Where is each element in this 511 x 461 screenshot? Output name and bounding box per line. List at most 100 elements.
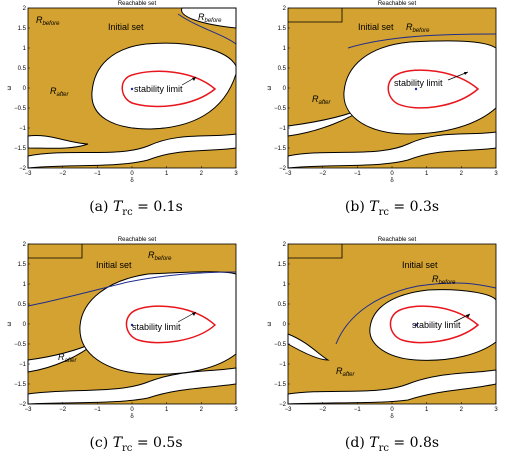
arrowhead (464, 72, 468, 75)
x-tick-label: 2 (200, 171, 204, 177)
plot-c: Reachable set Initial set Rbefore Rafter… (7, 237, 238, 420)
white-region (343, 40, 497, 135)
y-tick-label: −1 (19, 126, 27, 132)
x-tick-label: −3 (25, 407, 33, 413)
white-region (287, 333, 330, 361)
y-tick-label: 2 (283, 242, 287, 248)
stability-limit-label: stability limit (394, 78, 443, 88)
x-tick-label: −2 (59, 171, 67, 177)
y-tick-label: 1.5 (18, 262, 27, 268)
arrowhead (192, 312, 196, 316)
y-tick-label: −2 (19, 166, 27, 172)
y-tick-label: 1 (283, 282, 287, 288)
caption-c: (c) Trc = 0.5s (16, 435, 256, 454)
y-tick-label: −0.5 (14, 106, 27, 112)
stability-limit (121, 70, 217, 108)
caption-a: (a) Trc = 0.1s (16, 199, 256, 218)
arrowhead (192, 77, 196, 81)
initial-set-box (28, 244, 83, 259)
arrowhead (466, 314, 470, 318)
x-axis-label: δ (390, 414, 394, 420)
y-tick-label: 1 (23, 46, 27, 52)
y-tick-label: 0 (283, 322, 287, 328)
origin-marker (130, 87, 134, 91)
x-tick-label: 3 (494, 171, 498, 177)
stability-limit (387, 69, 480, 109)
caption-prefix: (b) (344, 199, 370, 215)
x-tick-label: 2 (460, 407, 464, 413)
stability-limit-label: stability limit (132, 322, 181, 332)
caption-sub: rc (122, 206, 133, 218)
r-before-label: Rbefore (36, 15, 60, 27)
caption-value: = 0.5s (132, 435, 183, 451)
y-tick-label: 0.5 (18, 66, 27, 72)
origin-marker (130, 323, 134, 327)
r-after-label: Rafter (336, 366, 356, 378)
panel-d: Reachable set Initial set Rbefore Rafter… (267, 236, 511, 420)
plot-b: Reachable set Initial set Rbefore Rafter… (267, 1, 498, 184)
y-axis-label: ω (7, 321, 13, 326)
caption-value: = 0.3s (388, 199, 440, 215)
x-tick-label: −1 (354, 171, 362, 177)
y-tick-label: 0.5 (18, 302, 27, 308)
x-tick-label: 2 (200, 407, 204, 413)
r-before-label: Rbefore (198, 12, 222, 24)
x-tick-label: −3 (25, 171, 33, 177)
y-tick-label: −1.5 (274, 382, 287, 388)
x-tick-label: 0 (130, 171, 134, 177)
panel-b: Reachable set Initial set Rbefore Rafter… (267, 0, 511, 184)
x-tick-label: 1 (425, 407, 429, 413)
x-tick-label: −2 (59, 407, 67, 413)
white-region (91, 42, 237, 130)
reach-curve (347, 33, 497, 49)
x-tick-label: 0 (130, 407, 134, 413)
y-tick-label: −1.5 (274, 146, 287, 152)
y-tick-label: 1.5 (18, 26, 27, 32)
stability-limit-label: stability limit (134, 84, 183, 94)
plot-title: Reachable set (118, 237, 157, 243)
x-tick-label: −2 (319, 407, 327, 413)
initial-set-box (288, 8, 343, 23)
caption-prefix: (d) (344, 435, 370, 451)
origin-marker (414, 87, 418, 91)
caption-d: (d) Trc = 0.8s (272, 435, 511, 454)
y-tick-label: 0 (283, 86, 287, 92)
y-tick-label: 2 (283, 6, 287, 12)
y-tick-label: 1 (23, 282, 27, 288)
y-tick-label: 0 (23, 322, 27, 328)
caption-prefix: (a) (89, 199, 113, 215)
x-tick-label: 2 (460, 171, 464, 177)
white-region (181, 7, 237, 29)
x-tick-label: 1 (165, 171, 169, 177)
initial-set-label: Initial set (96, 260, 132, 270)
caption-sub: rc (122, 442, 133, 454)
reach-curve (335, 282, 497, 345)
r-before-label: Rbefore (432, 274, 456, 286)
y-tick-label: 1.5 (278, 262, 287, 268)
r-after-label: Rafter (58, 352, 78, 364)
y-tick-label: −1 (279, 126, 287, 132)
initial-set-label: Initial set (402, 260, 438, 270)
caption-var: T (369, 435, 379, 451)
x-tick-label: −1 (94, 407, 102, 413)
r-before-label: Rbefore (406, 22, 430, 34)
r-after-label: Rafter (312, 94, 332, 106)
x-tick-label: −2 (319, 171, 327, 177)
x-tick-label: 3 (494, 407, 498, 413)
plot-a: Reachable set Rbefore Rbefore Initial se… (7, 1, 238, 184)
white-region (79, 271, 237, 375)
panel-c: Reachable set Initial set Rbefore Rafter… (7, 236, 258, 420)
axes: −3 −2 −1 0 1 2 321.510.50−0.5−1−1.5−2δω (7, 6, 238, 184)
caption-var: T (112, 435, 123, 451)
y-tick-label: 0 (23, 86, 27, 92)
y-tick-label: 2 (23, 242, 27, 248)
y-tick-label: −0.5 (14, 342, 27, 348)
y-tick-label: −1.5 (14, 382, 27, 388)
x-tick-label: −3 (285, 171, 293, 177)
stability-limit (389, 305, 480, 344)
caption-value: = 0.8s (388, 435, 440, 451)
r-after-label: Rafter (50, 86, 70, 98)
stability-limit (125, 305, 217, 344)
x-tick-label: −3 (285, 407, 293, 413)
x-tick-label: −1 (94, 171, 102, 177)
